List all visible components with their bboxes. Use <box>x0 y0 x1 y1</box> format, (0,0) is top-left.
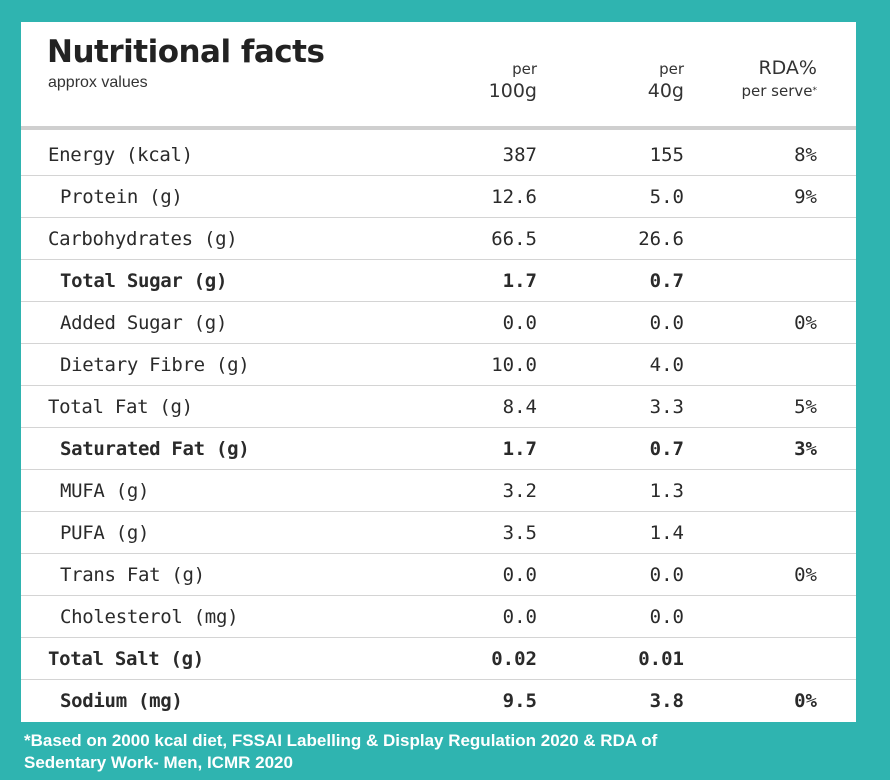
value-per-100g: 12.6 <box>491 186 537 208</box>
table-row: MUFA (g) 3.2 1.3 <box>21 470 856 512</box>
row-label: Energy (kcal) <box>48 144 193 166</box>
column-header-per-40g: per 40g <box>648 60 684 104</box>
value-rda: 5% <box>794 396 817 418</box>
column-header-rda: RDA% per serve* <box>741 56 817 102</box>
row-label: Saturated Fat (g) <box>60 438 250 460</box>
row-label: Total Fat (g) <box>48 396 193 418</box>
value-per-40g: 3.8 <box>649 690 684 712</box>
footnote-line-1: *Based on 2000 kcal diet, FSSAI Labellin… <box>24 731 658 750</box>
table-row: Energy (kcal) 387 155 8% <box>21 134 856 176</box>
value-per-40g: 0.7 <box>649 270 684 292</box>
value-per-100g: 10.0 <box>491 354 537 376</box>
table-row: Protein (g) 12.6 5.0 9% <box>21 176 856 218</box>
table-row: Saturated Fat (g) 1.7 0.7 3% <box>21 428 856 470</box>
value-per-100g: 1.7 <box>502 438 537 460</box>
value-rda: 0% <box>794 312 817 334</box>
footnote-line-2: Sedentary Work- Men, ICMR 2020 <box>24 753 293 772</box>
value-per-40g: 0.7 <box>649 438 684 460</box>
panel-title: Nutritional facts <box>47 34 325 70</box>
row-label: Total Sugar (g) <box>60 270 228 292</box>
row-label: Protein (g) <box>60 186 183 208</box>
table-row: Carbohydrates (g) 66.5 26.6 <box>21 218 856 260</box>
header-divider <box>21 126 856 130</box>
value-per-40g: 4.0 <box>649 354 684 376</box>
column-header-per-100g-top: per <box>512 60 537 78</box>
column-header-rda-bottom: per serve* <box>741 80 817 102</box>
rda-footnote-mark: * <box>812 86 818 96</box>
value-per-40g: 26.6 <box>638 228 684 250</box>
column-header-per-40g-top: per <box>659 60 684 78</box>
value-per-100g: 0.0 <box>502 606 537 628</box>
panel-subtitle: approx values <box>48 74 148 91</box>
value-per-40g: 3.3 <box>649 396 684 418</box>
footnote: *Based on 2000 kcal diet, FSSAI Labellin… <box>24 730 864 774</box>
value-per-100g: 9.5 <box>502 690 537 712</box>
nutrition-panel: Nutritional facts approx values per 100g… <box>21 22 856 722</box>
table-row: Cholesterol (mg) 0.0 0.0 <box>21 596 856 638</box>
value-rda: 9% <box>794 186 817 208</box>
value-per-100g: 8.4 <box>502 396 537 418</box>
value-per-40g: 155 <box>649 144 684 166</box>
value-per-40g: 0.0 <box>649 312 684 334</box>
value-rda: 8% <box>794 144 817 166</box>
table-row: PUFA (g) 3.5 1.4 <box>21 512 856 554</box>
row-label: Total Salt (g) <box>48 648 204 670</box>
value-rda: 0% <box>794 690 817 712</box>
nutrition-table: Energy (kcal) 387 155 8% Protein (g) 12.6 5.0 9… <box>21 134 856 722</box>
table-row: Total Sugar (g) 1.7 0.7 <box>21 260 856 302</box>
value-per-40g: 0.0 <box>649 564 684 586</box>
value-per-100g: 66.5 <box>491 228 537 250</box>
value-per-40g: 1.4 <box>649 522 684 544</box>
row-label: Cholesterol (mg) <box>60 606 239 628</box>
value-per-100g: 0.0 <box>502 312 537 334</box>
row-label: Added Sugar (g) <box>60 312 228 334</box>
row-label: Carbohydrates (g) <box>48 228 238 250</box>
table-row: Added Sugar (g) 0.0 0.0 0% <box>21 302 856 344</box>
value-per-100g: 0.0 <box>502 564 537 586</box>
value-per-100g: 3.5 <box>502 522 537 544</box>
row-label: Trans Fat (g) <box>60 564 205 586</box>
value-per-40g: 1.3 <box>649 480 684 502</box>
column-header-per-40g-bottom: 40g <box>647 80 684 102</box>
row-label: Dietary Fibre (g) <box>60 354 250 376</box>
table-row: Trans Fat (g) 0.0 0.0 0% <box>21 554 856 596</box>
value-per-100g: 0.02 <box>491 648 537 670</box>
column-header-rda-top: RDA% <box>758 57 817 79</box>
row-label: MUFA (g) <box>60 480 150 502</box>
table-row: Sodium (mg) 9.5 3.8 0% <box>21 680 856 722</box>
column-header-per-100g-bottom: 100g <box>488 80 537 102</box>
column-header-per-100g: per 100g <box>489 60 537 104</box>
table-row: Total Fat (g) 8.4 3.3 5% <box>21 386 856 428</box>
value-per-100g: 3.2 <box>502 480 537 502</box>
value-per-40g: 5.0 <box>649 186 684 208</box>
table-row: Total Salt (g) 0.02 0.01 <box>21 638 856 680</box>
row-label: Sodium (mg) <box>60 690 183 712</box>
value-rda: 3% <box>794 438 817 460</box>
table-row: Dietary Fibre (g) 10.0 4.0 <box>21 344 856 386</box>
value-per-40g: 0.01 <box>638 648 684 670</box>
value-per-40g: 0.0 <box>649 606 684 628</box>
value-per-100g: 387 <box>502 144 537 166</box>
column-header-rda-bottom-text: per serve <box>741 82 813 100</box>
value-rda: 0% <box>794 564 817 586</box>
value-per-100g: 1.7 <box>502 270 537 292</box>
row-label: PUFA (g) <box>60 522 150 544</box>
